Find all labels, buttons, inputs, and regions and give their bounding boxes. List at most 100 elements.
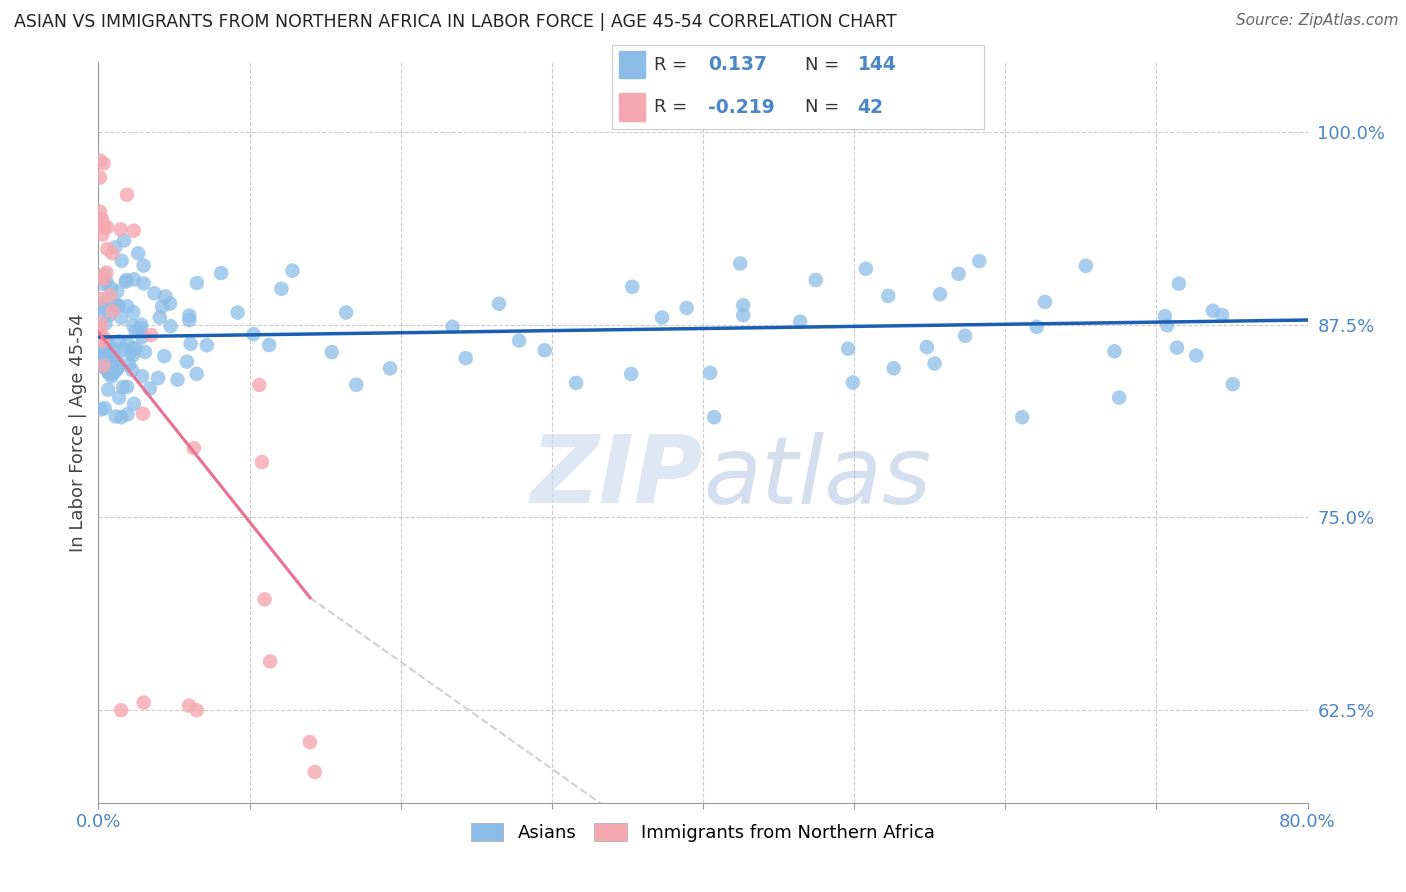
Point <box>90 302 112 317</box>
Point <box>122 305 145 319</box>
Text: -0.219: -0.219 <box>709 98 775 117</box>
Point <box>117 407 139 421</box>
Point <box>253 592 276 607</box>
Text: atlas: atlas <box>703 432 931 523</box>
Point <box>89 269 111 284</box>
Point <box>94 361 117 376</box>
Point <box>143 286 166 301</box>
Point <box>134 345 156 359</box>
Point <box>877 289 900 303</box>
Text: R =: R = <box>654 98 693 116</box>
Point <box>1211 308 1233 322</box>
Point <box>149 310 172 325</box>
Point <box>94 348 117 362</box>
Point <box>125 842 148 856</box>
Point <box>98 355 121 369</box>
Point <box>651 310 673 325</box>
Point <box>105 299 128 313</box>
Point <box>100 368 122 382</box>
Text: N =: N = <box>806 56 845 74</box>
Point <box>967 254 990 268</box>
Point <box>304 764 326 779</box>
Point <box>565 376 588 390</box>
Point <box>121 342 143 356</box>
Point <box>115 380 138 394</box>
Point <box>842 376 865 390</box>
Point <box>132 277 155 291</box>
Point <box>101 304 124 318</box>
Point <box>209 266 232 280</box>
Point <box>179 698 201 713</box>
Point <box>257 338 280 352</box>
Point <box>132 696 155 710</box>
Point <box>91 216 114 230</box>
Point <box>883 361 905 376</box>
Point <box>699 366 721 380</box>
Point <box>129 318 152 332</box>
Point <box>90 211 112 226</box>
Point <box>508 334 530 348</box>
Point <box>1185 349 1208 363</box>
Point <box>180 336 202 351</box>
Point <box>91 359 114 373</box>
Point <box>1166 341 1188 355</box>
Point <box>110 253 132 268</box>
Point <box>159 319 181 334</box>
Point <box>91 359 114 374</box>
Point <box>110 222 132 236</box>
Point <box>454 351 477 366</box>
Point <box>96 242 118 256</box>
Text: R =: R = <box>654 56 693 74</box>
Point <box>321 345 343 359</box>
Point <box>93 330 115 344</box>
Point <box>179 313 201 327</box>
Point <box>122 272 145 286</box>
Point <box>1167 277 1189 291</box>
Point <box>90 402 112 417</box>
Point <box>948 267 970 281</box>
Point <box>1154 309 1177 323</box>
Point <box>141 328 163 343</box>
Point <box>675 301 697 315</box>
Point <box>115 299 138 313</box>
Point <box>620 367 643 381</box>
Legend: Asians, Immigrants from Northern Africa: Asians, Immigrants from Northern Africa <box>464 815 942 849</box>
Point <box>103 850 125 864</box>
Point <box>108 334 131 349</box>
Point <box>101 246 124 260</box>
Point <box>118 358 141 372</box>
Point <box>281 263 304 277</box>
Point <box>110 703 132 717</box>
Y-axis label: In Labor Force | Age 45-54: In Labor Force | Age 45-54 <box>69 313 87 552</box>
Text: ZIP: ZIP <box>530 431 703 523</box>
Point <box>929 287 952 301</box>
Point <box>93 268 115 282</box>
Point <box>121 348 143 362</box>
Point <box>122 318 145 333</box>
Point <box>441 319 464 334</box>
Point <box>150 300 173 314</box>
Point <box>98 288 121 302</box>
Point <box>1222 377 1244 392</box>
Point <box>129 321 152 335</box>
Point <box>98 308 121 322</box>
Point <box>242 327 264 342</box>
Point <box>91 227 114 242</box>
Point <box>90 316 112 330</box>
Point <box>96 274 118 288</box>
Point <box>159 296 181 310</box>
Bar <box>619 51 645 78</box>
Point <box>121 363 143 377</box>
Point <box>378 361 401 376</box>
Point <box>97 366 120 380</box>
Point <box>93 156 115 170</box>
Point <box>855 261 877 276</box>
Point <box>89 204 111 219</box>
Point <box>953 328 976 343</box>
Point <box>122 224 145 238</box>
Point <box>1011 410 1033 425</box>
Point <box>703 410 725 425</box>
Bar <box>619 94 645 120</box>
Point <box>1104 344 1126 359</box>
Point <box>131 369 153 384</box>
